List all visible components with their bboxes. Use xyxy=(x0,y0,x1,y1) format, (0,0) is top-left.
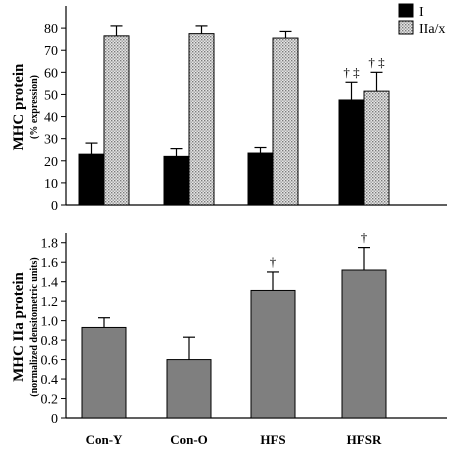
chart-top-ylabel-sub: (% expression) xyxy=(29,75,40,139)
y-tick-label: 1.4 xyxy=(41,276,59,291)
y-tick-label: 1.2 xyxy=(41,295,59,310)
y-tick-label: 0.8 xyxy=(41,334,59,349)
bar xyxy=(188,33,215,206)
significance-marker: † ‡ xyxy=(368,54,385,69)
bar xyxy=(250,289,296,419)
chart-bottom: MHC IIa protein (normalized densitometri… xyxy=(11,230,447,447)
bar xyxy=(78,153,105,206)
legend-swatch xyxy=(398,20,414,35)
legend-swatch xyxy=(398,3,414,18)
bar xyxy=(363,90,390,206)
y-tick-label: 1.0 xyxy=(41,315,59,330)
y-tick-label: 60 xyxy=(44,66,58,81)
y-tick-label: 20 xyxy=(44,155,58,170)
y-tick-label: 0 xyxy=(51,199,58,214)
bar xyxy=(272,37,299,206)
chart-top: MHC protein (% expression) 0 10 20 30 40 50 60… xyxy=(11,3,447,214)
bar xyxy=(247,152,274,206)
x-tick-label: Con-O xyxy=(170,432,208,447)
y-tick-label: 0.4 xyxy=(41,373,59,388)
legend-label: IIa/x xyxy=(419,22,445,37)
significance-marker: † ‡ xyxy=(343,64,360,79)
bar xyxy=(81,326,127,419)
legend-label: I xyxy=(419,5,424,20)
y-tick-label: 50 xyxy=(44,88,58,103)
significance-marker: † xyxy=(361,230,368,245)
chart-top-ylabel: MHC protein xyxy=(11,63,27,150)
x-tick-label: HFS xyxy=(260,432,285,447)
chart-bottom-ylabel: MHC IIa protein xyxy=(11,271,27,381)
y-tick-label: 40 xyxy=(44,111,58,126)
y-tick-label: 0.6 xyxy=(41,354,59,369)
x-tick-label: HFSR xyxy=(347,432,382,447)
y-tick-label: 80 xyxy=(44,22,58,37)
y-tick-label: 0.2 xyxy=(41,393,59,408)
bar xyxy=(166,359,212,419)
legend: I IIa/x xyxy=(398,3,445,37)
y-tick-label: 0 xyxy=(51,412,58,427)
y-tick-label: 10 xyxy=(44,177,58,192)
chart-bottom-ylabel-sub: (normalized densitometric units) xyxy=(29,257,40,396)
x-tick-label: Con-Y xyxy=(86,432,123,447)
bar xyxy=(103,35,130,206)
bar xyxy=(338,99,365,206)
y-tick-label: 70 xyxy=(44,44,58,59)
bar xyxy=(341,269,387,419)
y-tick-label: 1.6 xyxy=(41,256,59,271)
significance-marker: † xyxy=(270,254,277,269)
y-tick-label: 30 xyxy=(44,133,58,148)
y-tick-label: 1.8 xyxy=(41,237,59,252)
bar xyxy=(163,155,190,206)
